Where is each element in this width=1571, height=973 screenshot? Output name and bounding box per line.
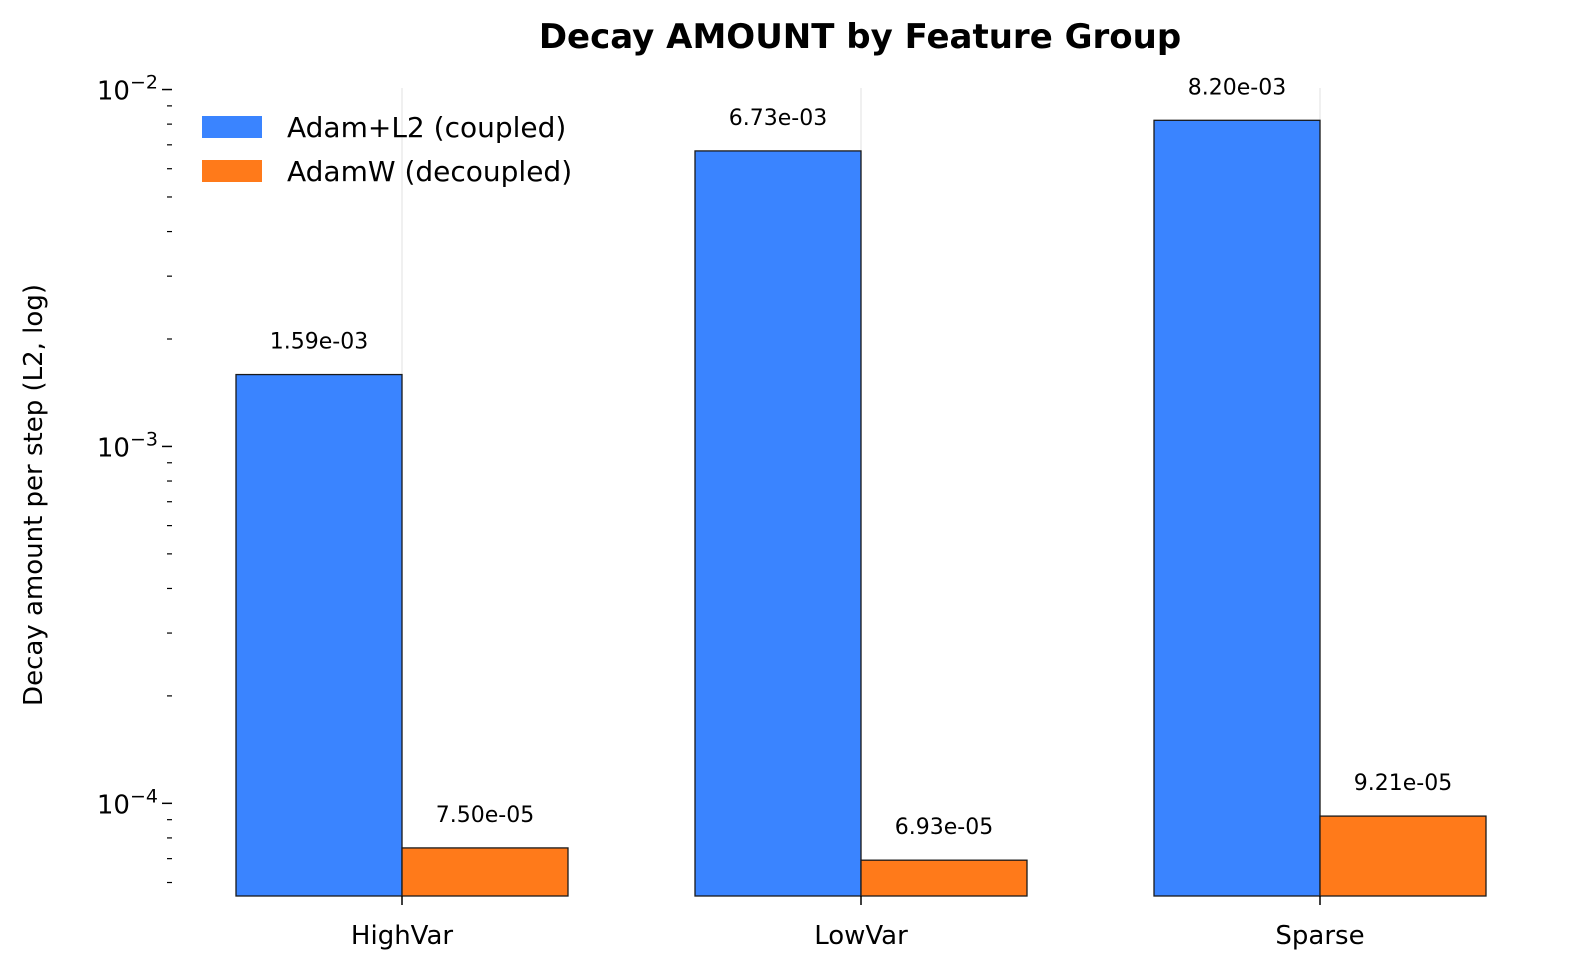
legend: Adam+L2 (coupled) AdamW (decoupled) bbox=[202, 111, 572, 188]
x-tick-label-lowvar: LowVar bbox=[814, 921, 908, 951]
legend-label-adam-l2: Adam+L2 (coupled) bbox=[287, 111, 566, 144]
bar-adamw-highvar bbox=[401, 847, 569, 897]
data-label-adam-l2-sparse: 8.20e-03 bbox=[1188, 75, 1286, 100]
data-label-adam-l2-highvar: 1.59e-03 bbox=[270, 330, 368, 355]
x-tick-label-sparse: Sparse bbox=[1275, 921, 1364, 951]
data-label-adamw-lowvar: 6.93e-05 bbox=[895, 815, 993, 840]
x-axis: HighVar LowVar Sparse bbox=[351, 896, 1365, 951]
y-axis: 10−2 10−3 10−4 bbox=[97, 72, 172, 884]
bar-adamw-lowvar bbox=[860, 859, 1028, 897]
x-tick-label-highvar: HighVar bbox=[351, 921, 453, 951]
chart-title: Decay AMOUNT by Feature Group bbox=[539, 17, 1181, 57]
bar-adamw-sparse bbox=[1319, 815, 1487, 897]
y-tick-label: 10−3 bbox=[97, 428, 158, 463]
data-label-adamw-highvar: 7.50e-05 bbox=[436, 803, 534, 828]
legend-swatch-adamw bbox=[202, 160, 262, 182]
y-tick-label: 10−4 bbox=[97, 785, 158, 820]
y-axis-label: Decay amount per step (L2, log) bbox=[19, 284, 49, 706]
bar-adam-l2-sparse bbox=[1153, 119, 1321, 897]
bar-adam-l2-highvar bbox=[235, 373, 403, 897]
data-label-adamw-sparse: 9.21e-05 bbox=[1354, 771, 1452, 796]
legend-label-adamw: AdamW (decoupled) bbox=[287, 155, 572, 188]
legend-swatch-adam-l2 bbox=[202, 116, 262, 138]
y-tick-label: 10−2 bbox=[97, 72, 158, 107]
data-labels: 1.59e-03 6.73e-03 8.20e-03 7.50e-05 6.93e-05… bbox=[270, 75, 1452, 840]
data-label-adam-l2-lowvar: 6.73e-03 bbox=[729, 106, 827, 131]
bars bbox=[235, 119, 1487, 897]
bar-adam-l2-lowvar bbox=[694, 150, 862, 897]
